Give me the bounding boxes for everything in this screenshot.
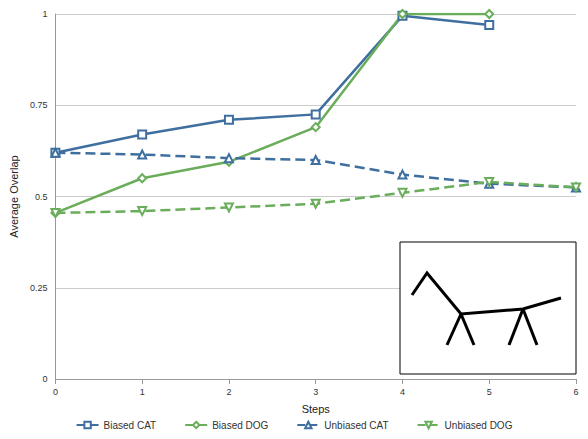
svg-text:0: 0 xyxy=(53,387,58,397)
svg-text:2: 2 xyxy=(226,387,231,397)
svg-text:Unbiased DOG: Unbiased DOG xyxy=(445,420,513,431)
svg-text:Biased DOG: Biased DOG xyxy=(212,420,268,431)
svg-text:6: 6 xyxy=(573,387,578,397)
svg-text:0.75: 0.75 xyxy=(30,100,48,110)
svg-text:4: 4 xyxy=(400,387,405,397)
svg-text:0: 0 xyxy=(42,374,47,384)
svg-text:1: 1 xyxy=(140,387,145,397)
svg-text:5: 5 xyxy=(487,387,492,397)
svg-text:Average Overlap: Average Overlap xyxy=(8,155,20,237)
svg-text:Unbiased CAT: Unbiased CAT xyxy=(324,420,388,431)
svg-text:0.25: 0.25 xyxy=(30,283,48,293)
svg-text:1: 1 xyxy=(42,9,47,19)
svg-text:Biased CAT: Biased CAT xyxy=(104,420,157,431)
svg-text:0.5: 0.5 xyxy=(35,192,48,202)
svg-text:Steps: Steps xyxy=(302,403,331,415)
svg-text:3: 3 xyxy=(313,387,318,397)
